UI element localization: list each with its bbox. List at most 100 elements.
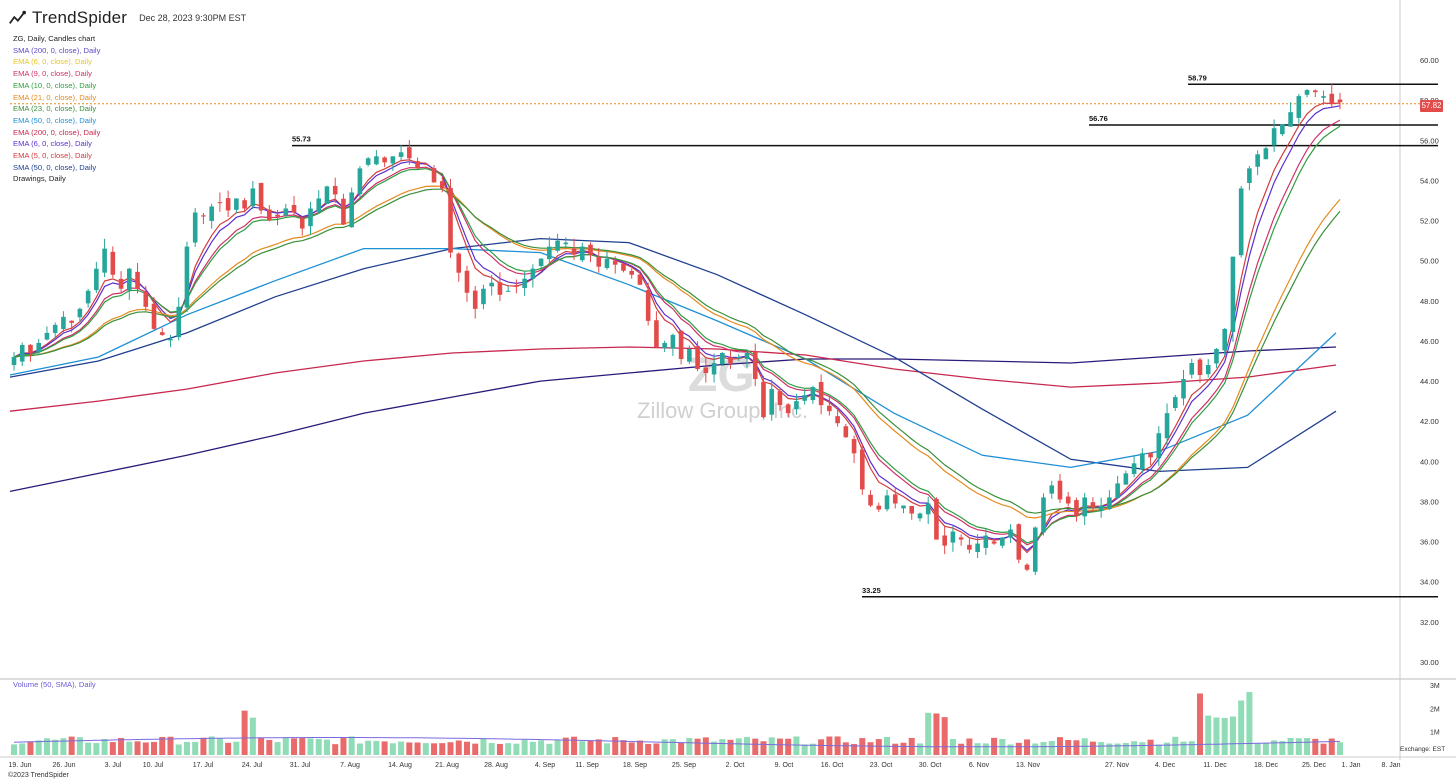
candle-body [1214, 348, 1219, 364]
volume-bar [1279, 741, 1286, 755]
volume-bar [1089, 741, 1096, 755]
candle-body [1164, 413, 1170, 439]
candle-body [159, 332, 165, 335]
candle-body [398, 152, 404, 157]
candle-body [472, 290, 478, 309]
candle-body [234, 198, 239, 210]
brand-name: TrendSpider [32, 8, 128, 27]
volume-bar [241, 710, 248, 755]
candle-body [94, 268, 99, 291]
candle-body [168, 338, 173, 341]
volume-bar [266, 739, 273, 755]
y-tick-label: 30.00 [1420, 658, 1439, 667]
legend-item[interactable]: EMA (6, 0, close), Daily [13, 57, 92, 67]
x-tick-label: 4. Dec [1155, 762, 1176, 769]
legend-item[interactable]: SMA (200, 0, close), Daily [13, 45, 101, 55]
volume-bar [1328, 738, 1335, 755]
legend-item[interactable]: Drawings, Daily [13, 174, 66, 184]
volume-bar [1213, 717, 1220, 755]
volume-bar [1229, 716, 1236, 755]
x-tick-label: 3. Jul [105, 762, 122, 769]
candle-body [299, 218, 305, 229]
candle-body [481, 288, 486, 305]
x-tick-label: 27. Nov [1105, 762, 1130, 769]
y-tick-label: 50.00 [1420, 257, 1439, 266]
volume-bar [398, 741, 405, 755]
candle-body [604, 258, 610, 268]
candle-body [522, 278, 527, 289]
candle-body [382, 157, 387, 163]
volume-bar [373, 740, 380, 755]
volume-bar [711, 741, 718, 755]
candle-body [456, 253, 462, 273]
volume-bar [1180, 741, 1187, 755]
candle-body [61, 316, 66, 329]
volume-bar [1320, 743, 1327, 755]
volume-bar [414, 742, 421, 755]
volume-bar [752, 738, 759, 755]
volume-bar [694, 738, 701, 755]
candle-body [52, 324, 58, 333]
volume-bar [1015, 742, 1022, 755]
candle-body [308, 208, 313, 227]
candle-body [275, 214, 280, 217]
candle-body [407, 147, 412, 159]
volume-bar [159, 736, 166, 755]
candle-body [538, 258, 544, 267]
volume-bar [406, 742, 413, 755]
candle-body [201, 215, 206, 217]
candle-body [1123, 473, 1129, 485]
candle-body [983, 535, 989, 548]
legend-item[interactable]: EMA (9, 0, close), Daily [13, 69, 92, 79]
y-tick-label: 40.00 [1420, 457, 1439, 466]
candle-body [1032, 527, 1038, 572]
volume-bar [1032, 743, 1039, 755]
volume-bar [925, 712, 932, 755]
legend-item[interactable]: EMA (6, 0, close), Daily [13, 139, 92, 149]
x-tick-label: 10. Jul [143, 762, 164, 769]
candle-body [423, 163, 429, 165]
volume-bar [612, 737, 619, 755]
candle-body [1271, 128, 1277, 146]
legend-item[interactable]: SMA (50, 0, close), Daily [13, 162, 97, 172]
volume-bar [225, 742, 232, 755]
volume-bar [348, 736, 355, 755]
legend-item[interactable]: EMA (10, 0, close), Daily [13, 80, 97, 90]
volume-bar [439, 743, 446, 755]
x-tick-label: 9. Oct [775, 762, 794, 769]
volume-bar [35, 740, 42, 755]
candle-body [1238, 188, 1244, 256]
candle-body [1189, 363, 1195, 375]
legend-item[interactable]: EMA (200, 0, close), Daily [13, 127, 101, 137]
volume-bar [299, 737, 306, 755]
y-tick-label: 32.00 [1420, 618, 1439, 627]
volume-bar [1024, 739, 1031, 755]
legend-item[interactable]: EMA (23, 0, close), Daily [13, 104, 97, 114]
legend-item[interactable]: EMA (5, 0, close), Daily [13, 151, 92, 161]
legend-item[interactable]: ZG, Daily, Candles chart [13, 34, 96, 43]
volume-bar [587, 740, 594, 755]
volume-bar [1040, 741, 1047, 755]
volume-bar [867, 742, 874, 755]
candle-body [670, 334, 676, 349]
candle-body [777, 391, 783, 406]
volume-bar [1122, 743, 1129, 755]
volume-bar [735, 738, 742, 755]
volume-bar [554, 739, 561, 755]
volume-bar [818, 739, 825, 755]
candle-body [991, 541, 997, 544]
volume-bar [258, 737, 265, 755]
volume-bar [1164, 742, 1171, 755]
candle-body [827, 405, 832, 412]
legend-item[interactable]: EMA (21, 0, close), Daily [13, 92, 97, 102]
candle-body [695, 346, 700, 370]
candle-body [901, 505, 906, 509]
candle-body [1156, 433, 1162, 459]
candle-body [1041, 497, 1046, 533]
candle-body [1205, 365, 1211, 375]
candle-body [439, 181, 445, 189]
legend-item[interactable]: EMA (50, 0, close), Daily [13, 115, 97, 125]
x-tick-label: 18. Sep [623, 762, 647, 769]
candle-body [431, 168, 437, 183]
